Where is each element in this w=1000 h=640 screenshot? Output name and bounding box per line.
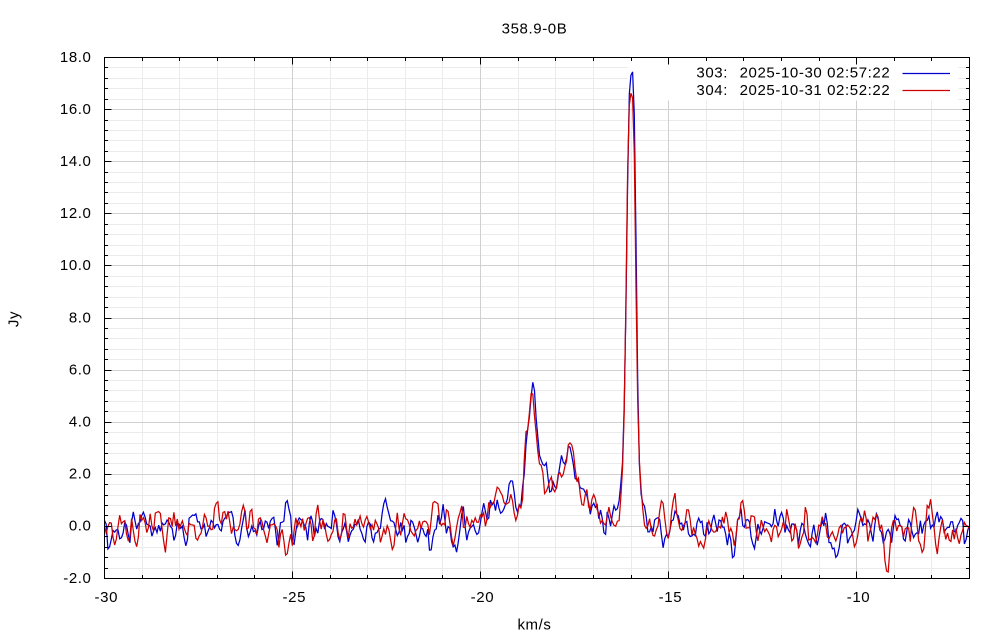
svg-text:10.0: 10.0	[60, 257, 92, 274]
svg-text:303:: 303:	[696, 65, 728, 82]
svg-text:14.0: 14.0	[60, 153, 92, 170]
svg-text:6.0: 6.0	[69, 361, 92, 378]
svg-text:4.0: 4.0	[69, 414, 92, 431]
svg-text:0.0: 0.0	[69, 518, 92, 535]
svg-text:8.0: 8.0	[69, 309, 92, 326]
svg-text:358.9-0B: 358.9-0B	[502, 21, 568, 38]
svg-text:Jy: Jy	[6, 311, 23, 327]
svg-text:12.0: 12.0	[60, 205, 92, 222]
svg-text:-15: -15	[659, 589, 682, 606]
svg-text:2.0: 2.0	[69, 466, 92, 483]
svg-text:2025-10-30 02:57:22: 2025-10-30 02:57:22	[740, 65, 891, 82]
svg-text:-20: -20	[471, 589, 494, 606]
svg-text:-25: -25	[283, 589, 306, 606]
svg-text:km/s: km/s	[517, 617, 551, 634]
svg-text:18.0: 18.0	[60, 49, 92, 66]
svg-text:-10: -10	[847, 589, 870, 606]
svg-text:-30: -30	[95, 589, 118, 606]
svg-text:-2.0: -2.0	[63, 570, 91, 587]
svg-text:304:: 304:	[696, 82, 728, 99]
svg-text:2025-10-31 02:52:22: 2025-10-31 02:52:22	[740, 82, 891, 99]
svg-text:16.0: 16.0	[60, 101, 92, 118]
